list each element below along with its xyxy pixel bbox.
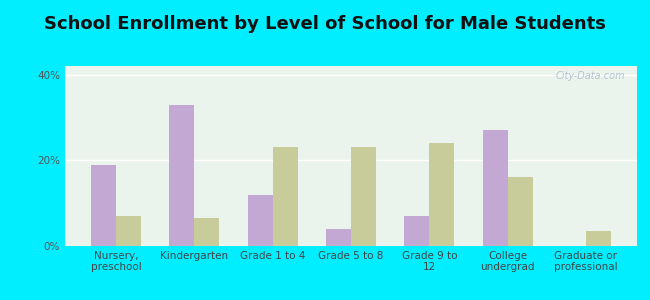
Bar <box>326 229 351 246</box>
Bar <box>482 130 508 246</box>
Bar <box>586 231 611 246</box>
Bar <box>194 218 220 246</box>
Text: City-Data.com: City-Data.com <box>556 71 625 81</box>
Bar <box>429 143 454 246</box>
Bar <box>116 216 141 246</box>
Bar <box>404 216 429 246</box>
Bar <box>169 105 194 246</box>
Bar <box>248 195 273 246</box>
Bar <box>351 147 376 246</box>
Bar <box>91 165 116 246</box>
Bar <box>273 147 298 246</box>
Text: School Enrollment by Level of School for Male Students: School Enrollment by Level of School for… <box>44 15 606 33</box>
Bar <box>508 177 533 246</box>
